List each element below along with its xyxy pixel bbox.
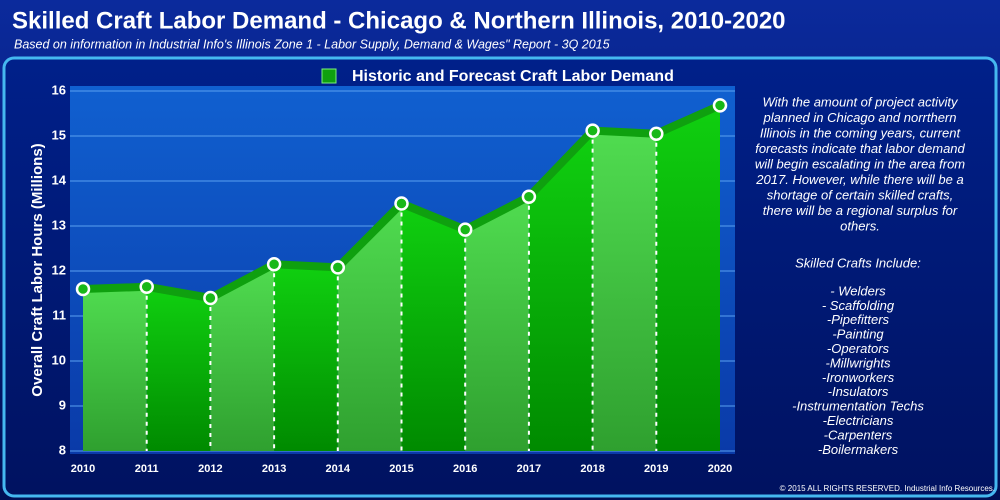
marker: [585, 123, 600, 138]
note-line: forecasts indicate that labor demand: [755, 141, 965, 156]
craft-item: -Painting: [832, 327, 884, 342]
x-tick-label: 2020: [708, 463, 732, 475]
marker: [649, 126, 664, 141]
marker: [330, 260, 346, 275]
note-line: others.: [840, 218, 880, 233]
x-tick-label: 2019: [644, 463, 668, 475]
area-segment: [656, 105, 720, 452]
copyright: © 2015 ALL RIGHTS RESERVED. Industrial I…: [780, 484, 995, 493]
x-tick-label: 2012: [198, 463, 222, 475]
y-tick-label: 11: [52, 307, 66, 322]
craft-item: - Scaffolding: [822, 298, 895, 313]
area-segment: [274, 264, 338, 451]
y-tick-label: 9: [59, 397, 66, 412]
area-segment: [337, 203, 402, 451]
note-line: planned in Chicago and norrthern: [763, 110, 957, 125]
note-line: shortage of certain skilled crafts,: [767, 187, 953, 202]
area-segment: [465, 196, 529, 451]
marker: [457, 222, 473, 237]
x-tick-label: 2011: [135, 463, 159, 475]
marker: [394, 196, 409, 211]
legend-label: Historic and Forecast Craft Labor Demand: [352, 68, 674, 85]
y-tick-label: 12: [52, 262, 66, 277]
marker: [266, 257, 282, 272]
legend-swatch: [321, 68, 337, 84]
area-segment: [528, 130, 593, 451]
area-segment: [83, 286, 147, 451]
craft-item: -Carpenters: [824, 427, 893, 442]
y-tick-label: 13: [52, 217, 66, 232]
note-line: will begin escalating in the area from: [755, 156, 965, 171]
x-tick-label: 2010: [71, 463, 95, 475]
area-segment: [146, 286, 211, 451]
craft-item: -Millwrights: [826, 355, 892, 370]
note-line: Illinois in the coming years, current: [760, 125, 962, 140]
note-line: 2017. However, while there will be a: [755, 172, 963, 187]
marker: [521, 189, 537, 204]
craft-item: -Boilermakers: [818, 442, 899, 457]
y-tick-label: 8: [59, 442, 66, 457]
craft-item: -Insulators: [828, 384, 889, 399]
area-segment: [592, 130, 657, 451]
craft-item: -Electricians: [823, 413, 894, 428]
area-segment: [401, 203, 466, 451]
craft-item: -Pipefitters: [827, 312, 890, 327]
y-tick-label: 10: [52, 352, 66, 367]
y-tick-label: 16: [52, 82, 66, 97]
x-tick-label: 2013: [262, 463, 286, 475]
note-line: there will be a regional surplus for: [763, 203, 958, 218]
marker: [203, 290, 218, 306]
y-tick-label: 15: [52, 127, 66, 142]
x-tick-label: 2018: [580, 463, 604, 475]
craft-item: - Welders: [830, 283, 886, 298]
x-tick-label: 2016: [453, 463, 477, 475]
marker: [712, 98, 728, 113]
x-tick-label: 2017: [517, 463, 541, 475]
craft-item: -Ironworkers: [822, 370, 895, 385]
marker: [139, 279, 154, 294]
x-tick-label: 2014: [326, 463, 351, 475]
marker: [75, 281, 91, 297]
y-tick-label: 14: [52, 172, 67, 187]
note-line: With the amount of project activity: [763, 94, 959, 109]
chart-title: Skilled Craft Labor Demand - Chicago & N…: [12, 7, 786, 34]
craft-item: -Instrumentation Techs: [792, 399, 924, 414]
x-tick-label: 2015: [389, 463, 413, 475]
crafts-heading: Skilled Crafts Include:: [795, 255, 921, 270]
craft-item: -Operators: [827, 341, 890, 356]
area-segment: [210, 264, 275, 451]
y-axis-title: Overall Craft Labor Hours (Millions): [29, 143, 46, 396]
chart-subtitle: Based on information in Industrial Info'…: [14, 37, 610, 51]
